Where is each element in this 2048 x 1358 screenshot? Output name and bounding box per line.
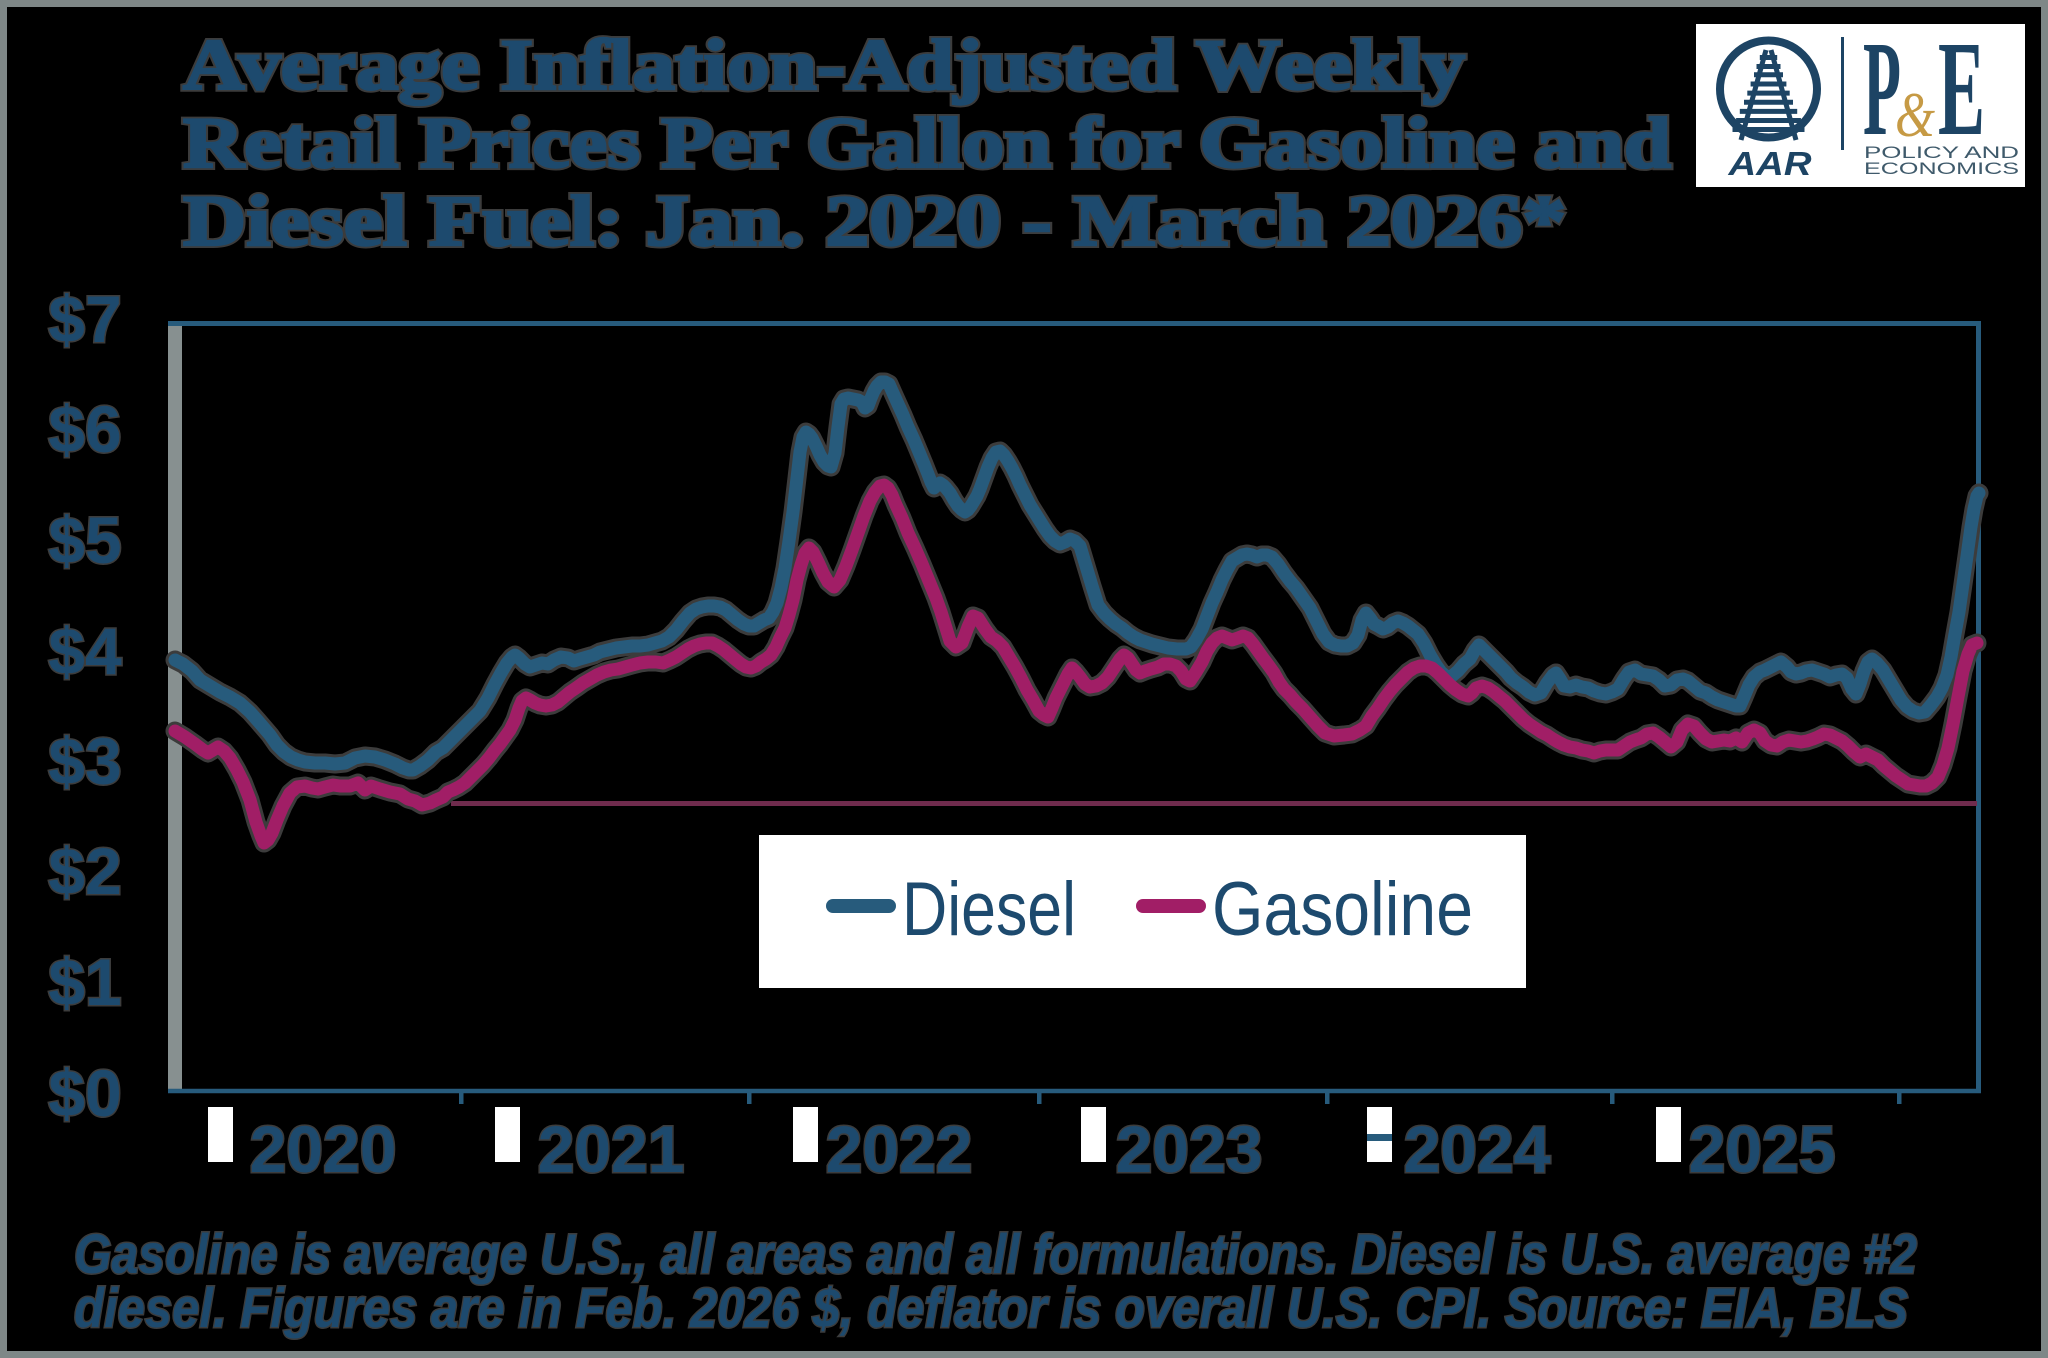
- svg-text:&: &: [1895, 79, 1935, 150]
- svg-text:$7: $7: [48, 282, 121, 356]
- svg-text:$2: $2: [48, 834, 121, 908]
- svg-text:2022: 2022: [826, 1112, 973, 1186]
- svg-text:$4: $4: [48, 614, 122, 688]
- svg-text:$3: $3: [48, 724, 121, 798]
- svg-text:Average Inflation-Adjusted Wee: Average Inflation-Adjusted Weekly: [183, 25, 1465, 105]
- svg-text:diesel. Figures are in Feb. 20: diesel. Figures are in Feb. 2026 $, defl…: [74, 1276, 1908, 1339]
- svg-text:ECONOMICS: ECONOMICS: [1864, 159, 2019, 178]
- svg-text:$5: $5: [48, 503, 121, 577]
- svg-text:Retail Prices Per Gallon for G: Retail Prices Per Gallon for Gasoline an…: [183, 103, 1671, 183]
- svg-text:2025: 2025: [1689, 1112, 1836, 1186]
- svg-text:E: E: [1938, 14, 1985, 164]
- svg-text:$0: $0: [48, 1056, 121, 1130]
- svg-text:Gasoline is average U.S., all: Gasoline is average U.S., all areas and …: [74, 1222, 1917, 1285]
- svg-text:AAR: AAR: [1727, 145, 1811, 182]
- svg-text:2020: 2020: [250, 1112, 397, 1186]
- svg-text:POLICY AND: POLICY AND: [1864, 143, 2019, 162]
- svg-text:2023: 2023: [1116, 1112, 1263, 1186]
- svg-text:Diesel Fuel: Jan. 2020 - March: Diesel Fuel: Jan. 2020 - March 2026*: [183, 181, 1566, 261]
- svg-text:Retail Prices Per Gallon for G: Retail Prices Per Gallon for Gasoline an…: [183, 103, 1671, 183]
- svg-text:P: P: [1863, 14, 1901, 164]
- svg-text:2024: 2024: [1404, 1112, 1551, 1186]
- svg-text:$1: $1: [48, 945, 121, 1019]
- svg-text:$6: $6: [48, 392, 121, 466]
- svg-text:Diesel: Diesel: [902, 867, 1076, 952]
- svg-text:Gasoline: Gasoline: [1212, 867, 1473, 952]
- svg-text:Average Inflation-Adjusted Wee: Average Inflation-Adjusted Weekly: [183, 25, 1465, 105]
- svg-text:Diesel Fuel: Jan. 2020 - March: Diesel Fuel: Jan. 2020 - March 2026*: [183, 181, 1566, 261]
- svg-text:2021: 2021: [538, 1112, 685, 1186]
